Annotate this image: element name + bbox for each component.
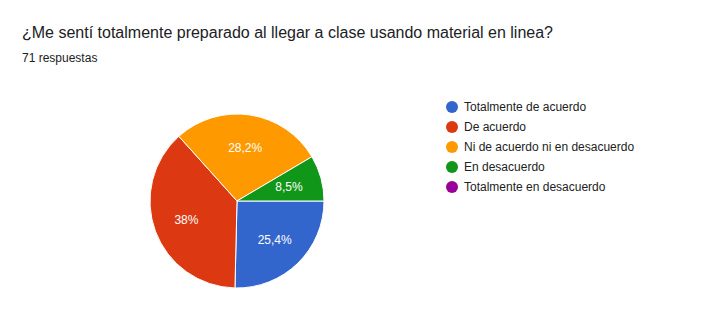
html-text:Totalmente en desacuerdo: Totalmente en desacuerdo — [464, 180, 606, 194]
svg-text:25,4%: 25,4% — [258, 233, 292, 247]
html-text:Totalmente de acuerdo: Totalmente de acuerdo — [464, 100, 587, 114]
html-text:En desacuerdo: En desacuerdo — [464, 160, 545, 174]
svg-text:38%: 38% — [174, 213, 198, 227]
html-text:¿Me sentí totalmente preparado: ¿Me sentí totalmente preparado al llegar… — [22, 24, 553, 41]
html-text:De acuerdo: De acuerdo — [464, 120, 526, 134]
html-text:Ni de acuerdo ni en desacuerdo: Ni de acuerdo ni en desacuerdo — [464, 140, 635, 154]
html-text:71 respuestas: 71 respuestas — [22, 51, 98, 65]
svg-text:28,2%: 28,2% — [228, 141, 262, 155]
svg-text:8,5%: 8,5% — [275, 180, 303, 194]
